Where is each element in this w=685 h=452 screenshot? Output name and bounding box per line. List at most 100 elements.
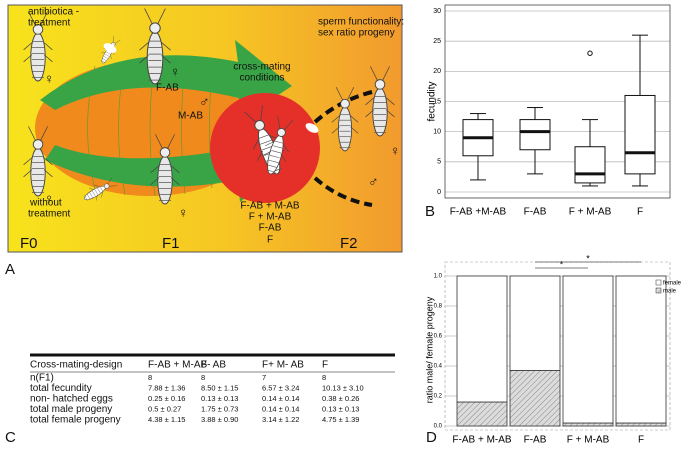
plot-frame xyxy=(444,4,671,199)
bar-segment xyxy=(562,422,614,427)
diagram-label: F0 xyxy=(20,235,38,252)
insect xyxy=(150,134,180,205)
y-tick-label: 1.0 xyxy=(434,274,443,280)
table-header: F-AB + M-AB xyxy=(148,360,208,371)
egg xyxy=(103,43,117,53)
bar-segment xyxy=(456,401,508,427)
insect-head xyxy=(254,120,265,131)
insect-stripe xyxy=(258,134,270,140)
dashed-arrow xyxy=(313,176,373,207)
insect-body xyxy=(146,31,164,85)
y-tick-label: 0 xyxy=(437,189,441,196)
table-cell: non- hatched eggs xyxy=(30,394,113,405)
insect-stripe xyxy=(267,164,278,168)
y-tick-label: 0.4 xyxy=(434,364,443,370)
x-tick-label: F-AB + M-AB xyxy=(452,435,512,446)
y-axis-label: fecundity xyxy=(427,81,438,121)
diagram-label: antibiotica - xyxy=(28,7,79,18)
y-tick-label: 0.2 xyxy=(434,394,443,400)
legend-label: female xyxy=(663,281,682,287)
table-cell: 0.38 ± 0.26 xyxy=(322,394,359,403)
insect-stripe xyxy=(103,55,108,59)
table-cell: total female progeny xyxy=(30,415,121,426)
table-cell: 0.14 ± 0.14 xyxy=(262,394,299,403)
insect-head xyxy=(149,22,161,34)
insect-stripe xyxy=(271,150,282,154)
table-cell: 0.14 ± 0.14 xyxy=(262,404,299,413)
table-header: Cross-mating-design xyxy=(30,360,122,371)
insect xyxy=(84,177,117,201)
table-cell: 8.50 ± 1.15 xyxy=(201,383,238,392)
insect xyxy=(139,8,171,85)
bar-segment xyxy=(509,370,561,427)
significance-label: * xyxy=(560,259,564,269)
table-cell: total fecundity xyxy=(30,383,92,394)
table-header: F+ M- AB xyxy=(262,360,304,371)
y-tick-label: 0.0 xyxy=(434,424,443,430)
insect-stripe xyxy=(273,140,284,144)
insect-body xyxy=(30,147,46,197)
insect-head xyxy=(340,98,350,109)
insect-head xyxy=(276,128,286,137)
insect-stripe xyxy=(268,159,279,164)
table-cell: total male progeny xyxy=(30,404,112,415)
diagram: antibiotica -treatmentwithouttreatmentF-… xyxy=(7,4,404,253)
table-cell: 0.5 ± 0.27 xyxy=(148,404,181,413)
y-tick-label: 10 xyxy=(433,129,441,136)
insect-stripe xyxy=(89,192,93,198)
diagram-label: treatment xyxy=(28,18,70,29)
y-tick-label: 30 xyxy=(433,8,441,15)
diagram-label: F + M-AB xyxy=(249,212,292,223)
legend-label: male xyxy=(663,289,677,295)
diagram-label: ♂ xyxy=(368,174,379,190)
bar-segment xyxy=(562,275,614,424)
bar-segment xyxy=(509,275,561,371)
table-header: F xyxy=(322,360,328,371)
x-tick-label: F + M-AB xyxy=(569,207,612,218)
diagram-label: ♀ xyxy=(44,191,55,207)
table-cell: 0.25 ± 0.16 xyxy=(148,394,185,403)
table-cell: 7.88 ± 1.36 xyxy=(148,383,185,392)
insect-stripe xyxy=(101,60,106,64)
diagram-label: sperm functionality: xyxy=(318,17,404,28)
insect-stripe xyxy=(102,58,107,61)
insect-antenna xyxy=(23,11,53,63)
egg xyxy=(305,123,319,133)
diagram-label: F2 xyxy=(340,235,358,252)
insect-stripe xyxy=(92,190,96,197)
table-cell: 0.13 ± 0.13 xyxy=(322,404,359,413)
box xyxy=(519,119,551,151)
y-tick-label: 0.8 xyxy=(434,304,443,310)
insect-stripe xyxy=(106,51,111,55)
table-cell: 0.13 ± 0.13 xyxy=(201,394,238,403)
table-cell: 4.75 ± 1.39 xyxy=(322,415,359,424)
insect-body xyxy=(372,87,388,137)
insect-antenna xyxy=(244,105,285,161)
insect-head xyxy=(159,147,171,158)
insect xyxy=(331,87,359,152)
diagram-label: M-AB xyxy=(178,111,203,122)
diagram-label: F xyxy=(267,235,273,246)
table-cell: 8 xyxy=(322,373,326,382)
table-cell: 10.13 ± 3.10 xyxy=(322,383,364,392)
panel-label: C xyxy=(5,429,16,446)
insect-antenna xyxy=(331,87,359,134)
insect-antenna xyxy=(89,177,117,201)
insect-antenna xyxy=(365,66,395,118)
diagram-label: ♀ xyxy=(178,205,189,221)
y-tick-label: 5 xyxy=(437,159,441,166)
legend-swatch xyxy=(655,279,662,286)
diagram-label: without xyxy=(29,198,62,209)
table-cell: 8 xyxy=(201,373,205,382)
table-cell: 1.75 ± 0.73 xyxy=(201,404,238,413)
diagram-label: F1 xyxy=(162,235,180,252)
diagram-label: treatment xyxy=(28,209,70,220)
y-tick-label: 0.6 xyxy=(434,334,443,340)
diagram-label: ♂ xyxy=(199,94,210,110)
insect-head xyxy=(32,24,44,35)
diagram-label: F-AB + M-AB xyxy=(240,201,300,212)
insect-stripe xyxy=(94,189,99,195)
diagram-label: ♀ xyxy=(390,143,401,159)
panel-label: D xyxy=(426,429,437,446)
panel-label: A xyxy=(5,261,15,278)
